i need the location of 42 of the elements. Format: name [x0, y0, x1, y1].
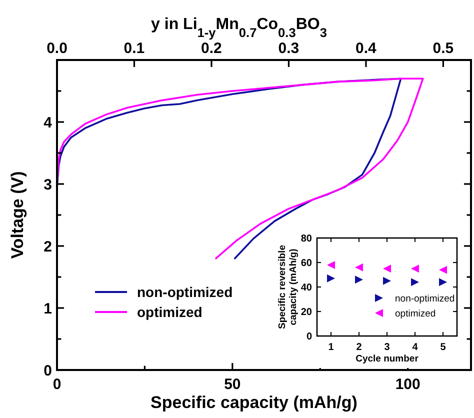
legend-label: non-optimized: [395, 293, 455, 304]
x2-tick-label: 0.5: [432, 40, 454, 57]
x-tick-label: 5: [440, 342, 446, 353]
x-tick-label: 50: [224, 376, 241, 393]
x-tick-label: 1: [328, 342, 334, 353]
point: [327, 274, 335, 282]
x2-tick-label: 0.2: [201, 40, 222, 57]
x2-tick-label: 0.3: [278, 40, 300, 57]
point: [355, 263, 363, 272]
y-axis-title: Specific reversible capacity (mAh/g): [277, 245, 299, 329]
y-tick-label: 2: [44, 238, 52, 256]
legend-label: non-optimized: [137, 284, 233, 300]
x2-tick-label: 0.1: [124, 40, 145, 57]
point: [411, 264, 419, 273]
legend-label: optimized: [137, 304, 202, 320]
y-tick-label: 20: [300, 307, 312, 318]
y-axis-title: Voltage (V): [8, 171, 27, 259]
x-axis-title: Specific capacity (mAh/g): [150, 393, 358, 412]
x-tick-label: 2: [356, 342, 362, 353]
y-tick-label: 1: [44, 300, 52, 318]
y-tick-label: 0: [44, 362, 52, 380]
x-tick-label: 3: [384, 342, 390, 353]
y-tick-label: 0: [306, 332, 312, 342]
x-tick-label: 100: [395, 376, 420, 393]
y-tick-label: 60: [300, 258, 312, 269]
point: [383, 264, 391, 273]
y-tick-label: 80: [300, 234, 312, 244]
point: [439, 278, 447, 286]
x-tick-label: 4: [412, 342, 418, 353]
x2-tick-label: 0.0: [46, 40, 68, 57]
x-axis-title: Cycle number: [356, 354, 419, 364]
y-tick-label: 4: [44, 114, 53, 132]
x2-axis-title: y in Li$_{1-y}$Mn$_{0.7}$Co$_{0.3}$BO$_{3}$: [151, 16, 327, 40]
x2-tick-label: 0.4: [356, 40, 378, 57]
point: [439, 266, 447, 274]
legend-label: optimized: [395, 308, 436, 320]
y-tick-label: 40: [300, 282, 312, 294]
point: [355, 276, 363, 284]
point: [383, 276, 391, 285]
y-tick-label: 3: [44, 176, 52, 194]
point: [327, 260, 335, 269]
point: [411, 278, 419, 286]
